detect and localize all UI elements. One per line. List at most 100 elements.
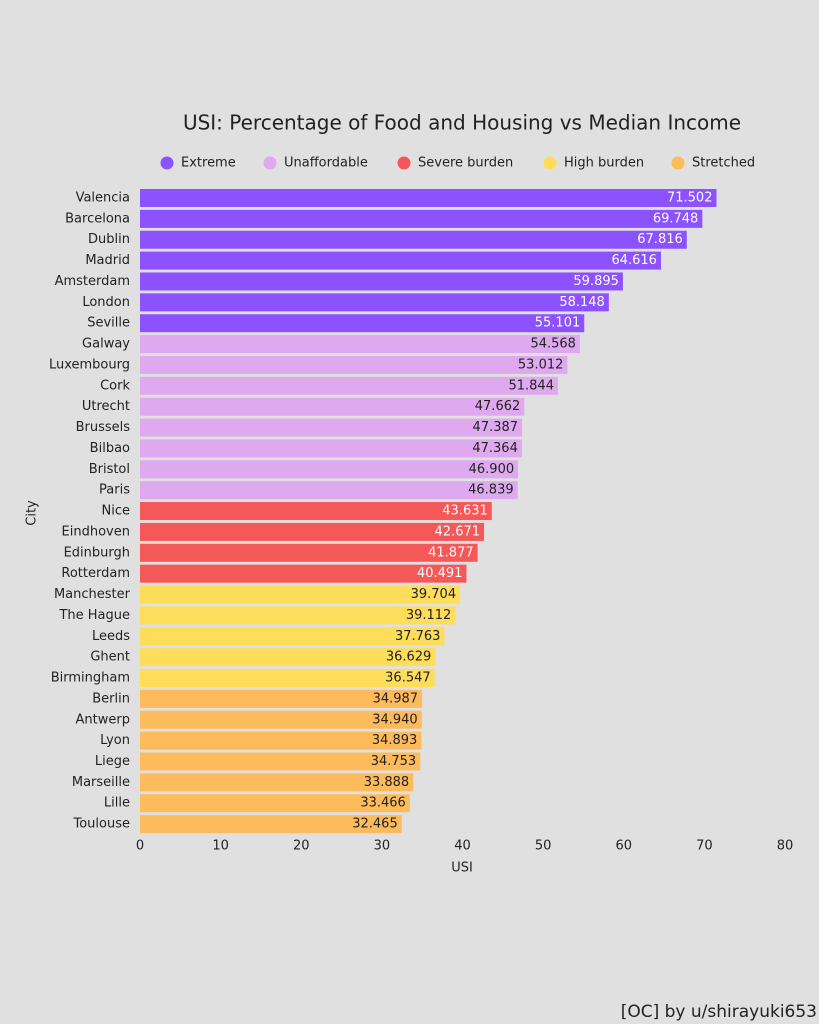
bar: [140, 189, 717, 207]
value-label: 54.568: [530, 337, 576, 352]
legend-swatch: [397, 156, 411, 170]
value-label: 51.844: [508, 378, 554, 393]
value-label: 58.148: [559, 295, 605, 310]
y-tick-label: Paris: [99, 483, 130, 498]
y-tick-label: Lyon: [100, 733, 130, 748]
bar: [140, 251, 661, 270]
value-label: 33.888: [364, 775, 410, 790]
y-tick-label: Marseille: [72, 775, 130, 790]
bar: [140, 752, 421, 771]
legend-swatch: [263, 156, 277, 170]
value-label: 32.465: [352, 817, 398, 832]
legend-label: Severe burden: [418, 156, 513, 171]
bar: [140, 669, 435, 688]
y-tick-label: Berlin: [92, 691, 130, 706]
y-tick-label: Valencia: [76, 191, 130, 206]
y-tick-label: Toulouse: [72, 817, 130, 832]
value-label: 46.839: [468, 483, 514, 498]
value-label: 47.387: [473, 420, 519, 435]
value-label: 59.895: [573, 274, 619, 289]
y-tick-label: Seville: [87, 316, 130, 331]
bar: [140, 648, 436, 667]
x-tick-label: 70: [696, 839, 713, 854]
y-tick-label: Dublin: [88, 232, 130, 247]
x-tick-label: 10: [212, 839, 229, 854]
bar: [140, 272, 623, 291]
x-tick-label: 50: [535, 839, 552, 854]
y-tick-label: Amsterdam: [55, 274, 130, 289]
y-tick-label: Liege: [95, 754, 130, 769]
value-label: 34.753: [371, 754, 417, 769]
x-tick-label: 60: [615, 839, 632, 854]
bar: [140, 522, 485, 541]
bar: [140, 293, 609, 312]
y-tick-label: Ghent: [90, 650, 130, 665]
value-label: 47.364: [472, 441, 518, 456]
value-label: 33.466: [360, 796, 406, 811]
value-label: 36.547: [385, 671, 431, 686]
y-tick-label: Madrid: [85, 253, 130, 268]
bar: [140, 731, 422, 750]
bar: [140, 481, 518, 500]
y-tick-label: Eindhoven: [62, 524, 130, 539]
chart-title: USI: Percentage of Food and Housing vs M…: [183, 111, 741, 135]
bar: [140, 543, 478, 562]
bar: [140, 376, 558, 395]
value-label: 34.940: [372, 712, 418, 727]
y-tick-label: Lille: [104, 796, 130, 811]
value-label: 47.662: [475, 399, 521, 414]
y-tick-label: Manchester: [54, 587, 131, 602]
y-tick-label: Nice: [102, 504, 130, 519]
y-tick-label: Luxembourg: [49, 357, 130, 372]
value-label: 43.631: [442, 504, 488, 519]
value-label: 41.877: [428, 545, 474, 560]
value-label: 34.987: [373, 691, 419, 706]
bar: [140, 710, 422, 729]
y-tick-label: Leeds: [92, 629, 130, 644]
bar: [140, 502, 492, 521]
y-tick-label: Antwerp: [76, 712, 130, 727]
x-tick-label: 30: [374, 839, 391, 854]
value-label: 53.012: [518, 357, 564, 372]
value-label: 39.112: [406, 608, 452, 623]
bar: [140, 815, 402, 834]
value-label: 55.101: [535, 316, 581, 331]
legend-swatch: [671, 156, 685, 170]
bar: [140, 585, 461, 604]
bar: [140, 460, 519, 479]
bar: [140, 689, 423, 708]
x-tick-label: 40: [454, 839, 471, 854]
y-tick-label: Barcelona: [65, 211, 130, 226]
bar: [140, 230, 687, 249]
y-tick-label: London: [82, 295, 130, 310]
bar: [140, 418, 523, 437]
value-label: 64.616: [611, 253, 657, 268]
y-tick-label: Bilbao: [90, 441, 130, 456]
value-label: 67.816: [637, 232, 683, 247]
y-tick-label: Galway: [82, 337, 130, 352]
bar: [140, 564, 467, 583]
legend-label: Stretched: [692, 156, 755, 171]
x-tick-label: 0: [136, 839, 144, 854]
value-label: 37.763: [395, 629, 441, 644]
credit: [OC] by u/shirayuki653: [621, 1002, 817, 1022]
y-tick-label: Cork: [100, 378, 130, 393]
y-tick-label: Bristol: [89, 462, 130, 477]
y-tick-label: Birmingham: [51, 671, 130, 686]
legend-label: High burden: [564, 156, 644, 171]
legend-label: Unaffordable: [284, 156, 368, 171]
legend-swatch: [160, 156, 174, 170]
x-tick-label: 80: [777, 839, 794, 854]
y-tick-label: Rotterdam: [61, 566, 130, 581]
value-label: 69.748: [653, 211, 699, 226]
x-tick-label: 20: [293, 839, 310, 854]
value-label: 36.629: [386, 650, 432, 665]
y-tick-label: Utrecht: [82, 399, 130, 414]
bar: [140, 773, 414, 792]
bar: [140, 606, 456, 625]
value-label: 42.671: [435, 524, 481, 539]
value-label: 39.704: [411, 587, 457, 602]
bar: [140, 439, 522, 458]
bar: [140, 794, 410, 813]
